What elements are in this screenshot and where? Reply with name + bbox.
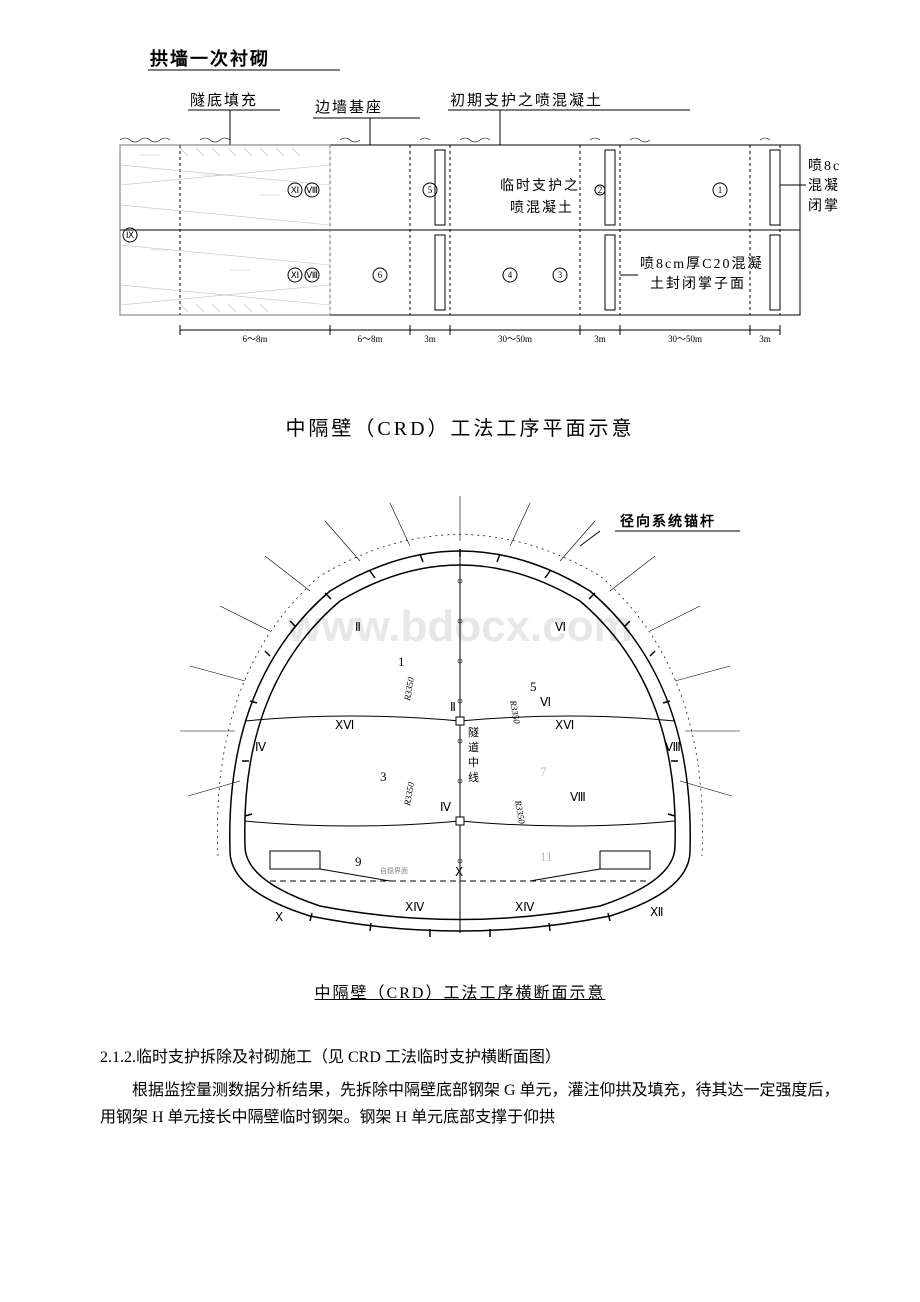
r2b: 土封闭掌子面 (650, 276, 746, 292)
rm-viii-r: Ⅷ (665, 740, 681, 754)
cv3: 中 (468, 756, 479, 769)
circ-2: 2 (598, 185, 603, 195)
cv4: 线 (468, 770, 479, 784)
anchor-label: 径向系统锚杆 (620, 513, 716, 530)
label-base: 边墙基座 (315, 99, 383, 116)
rm-viii-m: Ⅷ (570, 790, 586, 804)
r-d: R3350 (513, 799, 527, 825)
rm-iv-l: Ⅳ (255, 740, 266, 754)
dim0: 6～8m (242, 334, 267, 344)
n5: 5 (530, 679, 537, 694)
circ-4: 4 (508, 270, 513, 280)
rm-ii-tl: Ⅱ (355, 620, 361, 634)
dim4: 3m (594, 334, 606, 344)
rm-iv-m: Ⅳ (440, 800, 451, 814)
rm-ii-m: Ⅱ (450, 700, 456, 714)
circ-3: 3 (558, 270, 563, 280)
n1: 1 (398, 654, 405, 669)
dim1: 6～8m (357, 334, 382, 344)
label-fill: 隧底填充 (190, 92, 258, 109)
circ-5: 5 (428, 185, 433, 195)
rm-vi-tr: Ⅵ (555, 620, 566, 634)
dim2: 3m (424, 334, 436, 344)
r1b: 混凝土封 (808, 178, 840, 194)
n3: 3 (380, 769, 387, 784)
dim5: 30～50m (668, 334, 702, 344)
r-a: R3350 (402, 676, 416, 702)
r1c: 闭掌子面 (808, 198, 840, 214)
fig1-caption: 中隔壁（CRD）工法工序平面示意 (60, 412, 860, 441)
r2a: 喷8cm厚C20混凝 (640, 256, 763, 272)
rm-xvi-l: ⅩⅥ (335, 718, 354, 732)
r-b: R3350 (508, 699, 522, 725)
dim6: 3m (759, 334, 771, 344)
rm-xvi-r: ⅩⅥ (555, 718, 574, 732)
r1a: 喷8cm厚C20 (808, 158, 840, 174)
circ-xi2: Ⅺ (291, 270, 299, 280)
label-shotcrete: 初期支护之喷混凝土 (450, 92, 603, 109)
cv1: 隧 (468, 725, 479, 739)
circ-1: 1 (718, 185, 723, 195)
tiny-label: 自稳界面 (380, 866, 408, 875)
r-c: R3350 (402, 781, 416, 807)
rm-xiv-r: ⅩⅣ (515, 900, 534, 914)
cv2: 道 (468, 740, 479, 754)
circ-ix: Ⅸ (126, 230, 134, 240)
rm-x-l: Ⅹ (275, 910, 283, 924)
rm-vi-m: Ⅵ (540, 695, 551, 709)
n9: 9 (355, 854, 362, 869)
crd-cross-section-figure: www.bdocx.com 径向系统锚杆 (110, 481, 810, 971)
n7: 7 (540, 764, 547, 779)
circ-xi: Ⅺ (291, 185, 299, 195)
circ-viii2: Ⅷ (306, 270, 318, 280)
n11: 11 (540, 849, 553, 864)
section-heading: 2.1.2.临时支护拆除及衬砌施工（见 CRD 工法临时支护横断面图） (100, 1043, 860, 1067)
rm-xiv-l: ⅩⅣ (405, 900, 424, 914)
mid-label1: 临时支护之 (500, 178, 580, 194)
fig1-title: 拱墙一次衬砌 (150, 48, 270, 69)
circ-6: 6 (378, 270, 383, 280)
mid-label2: 喷混凝土 (510, 200, 574, 216)
fig2-caption: 中隔壁（CRD）工法工序横断面示意 (315, 985, 606, 1002)
rm-x-m: Ⅹ (455, 865, 463, 879)
circ-viii: Ⅷ (306, 185, 318, 195)
body-paragraph: 根据监控量测数据分析结果，先拆除中隔壁底部钢架 G 单元，灌注仰拱及填充，待其达… (100, 1077, 840, 1131)
rm-xii-r: Ⅻ (650, 905, 664, 919)
dim3: 30～50m (498, 334, 532, 344)
crd-plan-figure: 拱墙一次衬砌 隧底填充 边墙基座 初期支护之喷混凝土 (80, 40, 840, 400)
